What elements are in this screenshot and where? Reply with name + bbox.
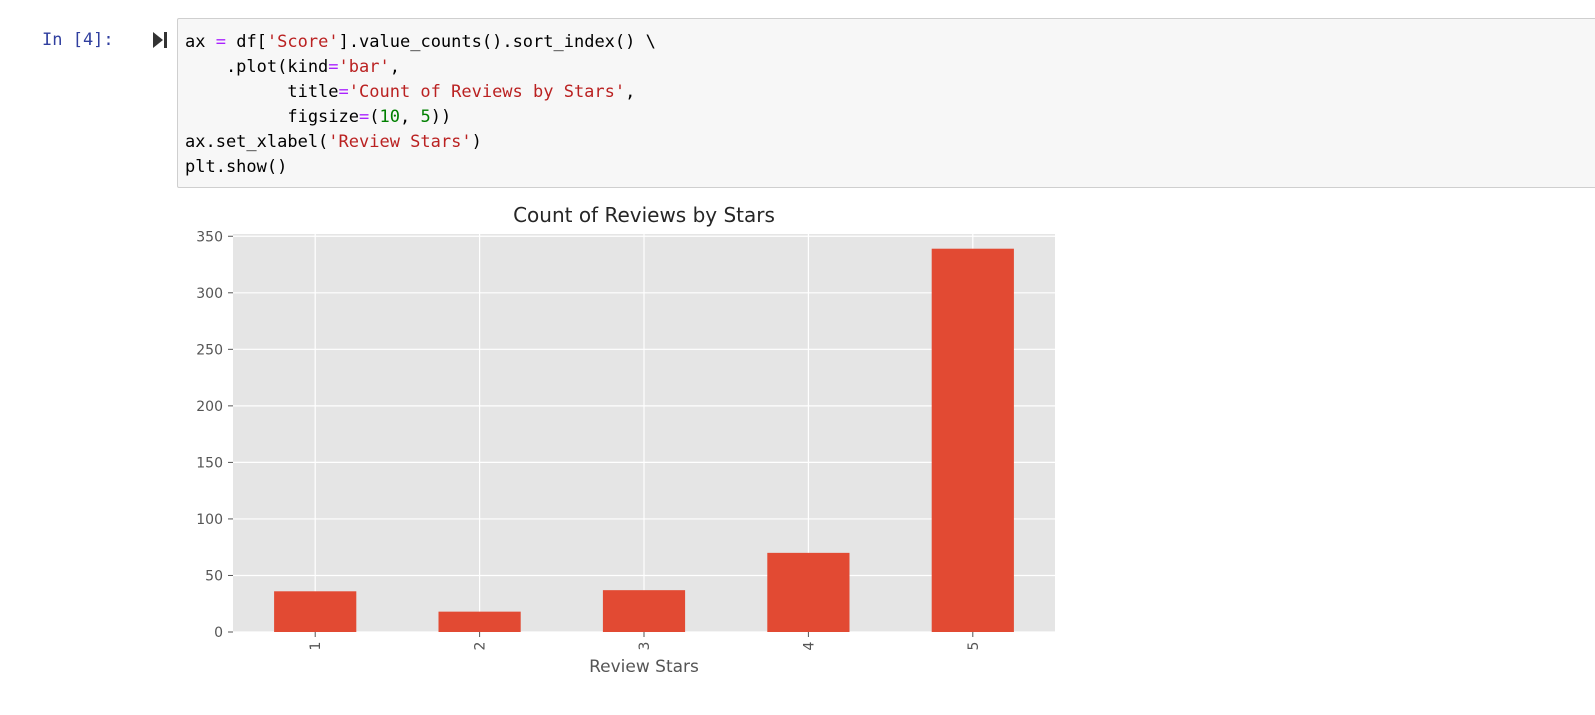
code-token: 10 (379, 107, 400, 127)
code-cell[interactable]: ax = df['Score'].value_counts().sort_ind… (177, 18, 1595, 188)
chart-title: Count of Reviews by Stars (513, 203, 775, 227)
code-token: figsize (185, 107, 359, 127)
cell-prompt: In [4]: (42, 30, 114, 50)
code-line: .plot(kind='bar', (185, 57, 400, 77)
code-token: 5 (420, 107, 431, 127)
x-tick-label: 4 (801, 641, 817, 650)
run-cell-icon[interactable] (152, 31, 168, 49)
bar-chart: 0 50 100 150 200 250 300 350 1 2 3 4 5 Count of Revi… (196, 203, 1055, 677)
code-line: ax.set_xlabel('Review Stars') (185, 132, 482, 152)
x-tick-label: 5 (966, 642, 982, 651)
bar-4 (767, 552, 850, 632)
code-editor[interactable]: ax = df['Score'].value_counts().sort_ind… (178, 19, 1595, 180)
code-token: plt.show() (185, 157, 288, 177)
bar-1 (274, 591, 357, 632)
bar-5 (931, 248, 1014, 633)
x-tick-label: 2 (473, 642, 489, 651)
code-line: ax = df['Score'].value_counts().sort_ind… (185, 32, 656, 52)
code-token: = (359, 107, 370, 127)
bar-2 (438, 611, 521, 632)
code-token: = (338, 82, 349, 102)
code-token: ].value_counts().sort_index() \ (338, 32, 656, 52)
code-token: title (185, 82, 339, 102)
code-token: 'Score' (266, 32, 339, 52)
bar-3 (602, 590, 686, 632)
cell-output: 0 50 100 150 200 250 300 350 1 2 3 4 5 Count of Revi… (0, 192, 1595, 711)
code-token: .plot(kind (185, 57, 329, 77)
code-line: figsize=(10, 5)) (185, 107, 451, 127)
code-line: title='Count of Reviews by Stars', (185, 82, 635, 102)
y-tick-label: 200 (196, 399, 223, 415)
code-token: = (328, 57, 339, 77)
code-token: df[ (225, 32, 267, 52)
x-axis-label: Review Stars (589, 657, 699, 677)
y-tick-label: 0 (214, 625, 223, 641)
code-token: ) (471, 132, 482, 152)
code-token: 'Review Stars' (328, 132, 472, 152)
code-token: , (399, 107, 421, 127)
code-token: ax.set_xlabel( (185, 132, 329, 152)
y-tick-label: 300 (196, 286, 223, 302)
code-token: 'bar' (338, 57, 390, 77)
x-tick-label: 3 (637, 642, 653, 651)
code-token: = (215, 32, 226, 52)
code-token: , (389, 57, 400, 77)
y-tick-label: 100 (196, 512, 223, 528)
code-token: )) (430, 107, 452, 127)
y-tick-label: 250 (196, 342, 223, 358)
code-token: 'Count of Reviews by Stars' (348, 82, 626, 102)
y-tick-label: 350 (196, 229, 223, 245)
y-tick-label: 50 (205, 568, 223, 584)
code-token: ( (369, 107, 380, 127)
code-token: , (625, 82, 636, 102)
code-line: plt.show() (185, 157, 287, 177)
y-tick-label: 150 (196, 455, 223, 471)
x-tick-label: 1 (308, 642, 324, 651)
code-token: ax (185, 32, 216, 52)
